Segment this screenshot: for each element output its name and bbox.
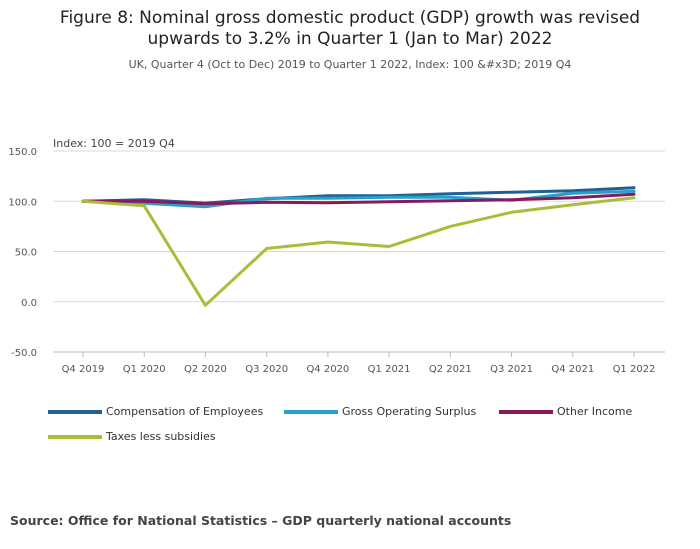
y-tick-label: 0.0 (21, 298, 37, 309)
source-note: Source: Office for National Statistics –… (10, 513, 512, 528)
chart-subtitle: UK, Quarter 4 (Oct to Dec) 2019 to Quart… (128, 58, 572, 71)
legend-swatch (48, 410, 102, 414)
y-axis-ticks: 150.0 100.0 50.0 0.0 -50.0 (8, 147, 37, 359)
legend-label: Other Income (557, 405, 633, 418)
line-chart: Index: 100 = 2019 Q4 150.0 100.0 50.0 0.0 -5… (8, 137, 665, 375)
series-line-other-income (81, 192, 636, 206)
chart-title: Figure 8: Nominal gross domestic product… (0, 8, 700, 50)
y-tick-label: 100.0 (8, 197, 37, 208)
legend-label: Taxes less subsidies (106, 430, 216, 443)
y-axis-label: Index: 100 = 2019 Q4 (53, 137, 175, 150)
chart-title-line-2: upwards to 3.2% in Quarter 1 (Jan to Mar… (147, 29, 553, 49)
x-tick-label: Q1 2022 (613, 364, 656, 375)
series-line-gross-operating-surplus (81, 189, 636, 209)
x-tick-label: Q3 2020 (245, 364, 288, 375)
y-tick-label: 150.0 (8, 147, 37, 158)
x-tick-label: Q4 2020 (306, 364, 349, 375)
series-lines (81, 186, 636, 307)
x-tick-label: Q1 2020 (123, 364, 166, 375)
x-tick-label: Q1 2021 (368, 364, 411, 375)
legend-label: Compensation of Employees (106, 405, 264, 418)
x-tick-label: Q4 2021 (551, 364, 594, 375)
legend-swatch (499, 410, 553, 414)
chart-title-line-1: Figure 8: Nominal gross domestic product… (59, 8, 641, 28)
x-axis-ticks: Q4 2019 Q1 2020 Q2 2020 Q3 2020 Q4 2020 Q1 20… (53, 351, 665, 375)
legend-swatch (48, 435, 102, 439)
y-tick-label: 50.0 (15, 248, 37, 259)
y-tick-label: -50.0 (11, 348, 37, 359)
legend-swatch (284, 410, 338, 414)
x-tick-label: Q3 2021 (490, 364, 533, 375)
series-line-taxes-less-subsidies (81, 196, 636, 307)
x-tick-label: Q4 2019 (62, 364, 105, 375)
legend-label: Gross Operating Surplus (342, 405, 477, 418)
x-tick-label: Q2 2020 (184, 364, 227, 375)
x-tick-label: Q2 2021 (429, 364, 472, 375)
gridlines (53, 150, 665, 353)
